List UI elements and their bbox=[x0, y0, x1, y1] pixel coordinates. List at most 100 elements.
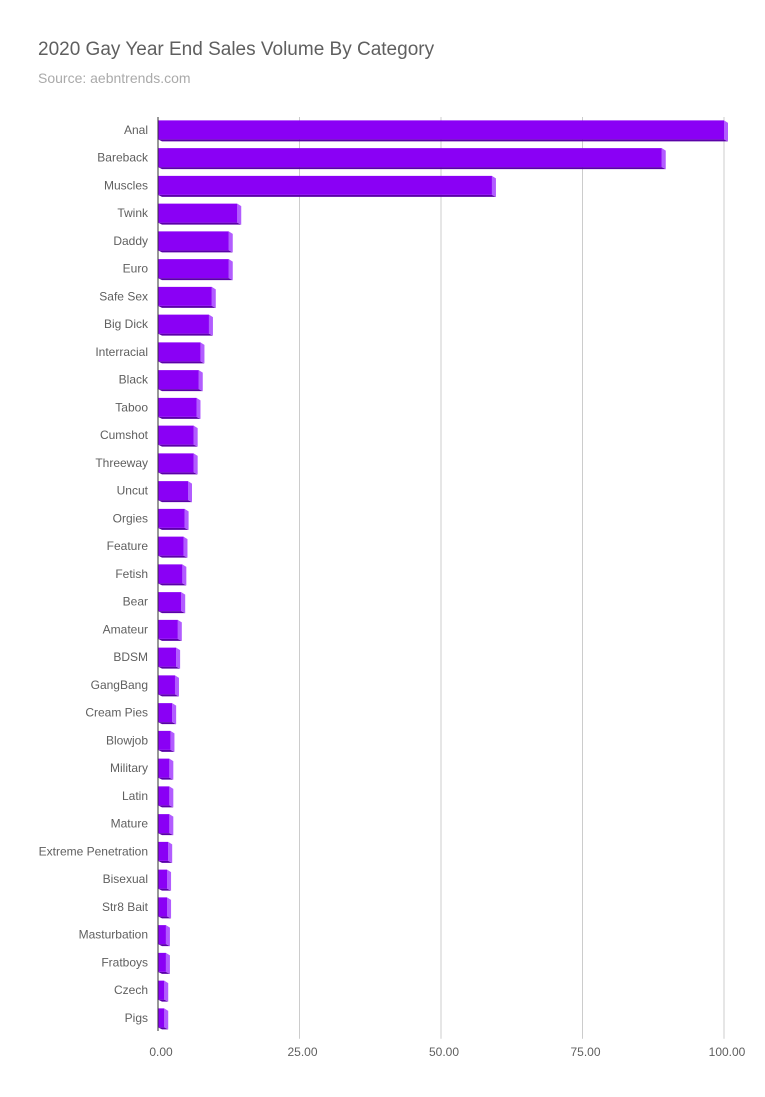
bar-side-face bbox=[168, 841, 173, 863]
category-label: Fratboys bbox=[101, 955, 148, 969]
bar-side-face bbox=[184, 508, 189, 530]
category-label: Bareback bbox=[97, 151, 149, 165]
bar-bareback bbox=[158, 148, 666, 170]
bar-bottom-face bbox=[158, 999, 169, 1002]
bar-side-face bbox=[661, 148, 666, 170]
bar-bottom-face bbox=[158, 361, 205, 364]
bar-orgies bbox=[158, 508, 189, 530]
bar-bottom-face bbox=[158, 555, 188, 558]
bar-blowjob bbox=[158, 730, 175, 752]
bar-bear bbox=[158, 592, 186, 614]
bar-front-face bbox=[158, 675, 175, 695]
bar-mature bbox=[158, 814, 174, 836]
category-label: Cream Pies bbox=[85, 706, 148, 720]
bar-bottom-face bbox=[158, 833, 174, 836]
bar-front-face bbox=[158, 120, 724, 140]
bar-front-face bbox=[158, 980, 165, 1000]
bar-bottom-face bbox=[158, 139, 728, 142]
bar-side-face bbox=[181, 592, 186, 614]
bar-side-face bbox=[169, 814, 174, 836]
bar-side-face bbox=[193, 425, 198, 447]
bar-side-face bbox=[237, 203, 242, 225]
bar-side-face bbox=[164, 1008, 169, 1030]
bar-feature bbox=[158, 536, 188, 558]
category-label: Interracial bbox=[95, 345, 148, 359]
bar-bottom-face bbox=[158, 278, 233, 281]
bar-bottom-face bbox=[158, 333, 213, 336]
bar-side-face bbox=[172, 703, 177, 725]
bar-bdsm bbox=[158, 647, 181, 669]
x-tick-label: 75.00 bbox=[570, 1045, 600, 1059]
bar-bottom-face bbox=[158, 666, 181, 669]
category-label: Safe Sex bbox=[99, 289, 148, 303]
category-label: Threeway bbox=[95, 456, 148, 470]
bar-front-face bbox=[158, 619, 178, 639]
category-label: Anal bbox=[124, 123, 148, 137]
bar-side-face bbox=[164, 980, 169, 1002]
bar-side-face bbox=[167, 869, 172, 891]
bar-front-face bbox=[158, 425, 194, 445]
bar-side-face bbox=[193, 453, 198, 475]
bar-amateur bbox=[158, 619, 182, 641]
bar-side-face bbox=[228, 231, 233, 253]
category-label: Euro bbox=[123, 262, 149, 276]
category-label: Cumshot bbox=[100, 428, 149, 442]
bar-bottom-face bbox=[158, 500, 192, 503]
bar-big-dick bbox=[158, 314, 213, 336]
bar-daddy bbox=[158, 231, 233, 253]
x-tick-label: 25.00 bbox=[287, 1045, 317, 1059]
category-label: BDSM bbox=[113, 650, 148, 664]
bar-front-face bbox=[158, 814, 170, 834]
category-label: Amateur bbox=[103, 622, 148, 636]
bar-bottom-face bbox=[158, 583, 187, 586]
bar-black bbox=[158, 370, 203, 392]
category-label: Big Dick bbox=[104, 317, 149, 331]
bar-front-face bbox=[158, 203, 238, 223]
bar-safe-sex bbox=[158, 286, 216, 308]
bar-front-face bbox=[158, 536, 184, 556]
bar-side-face bbox=[165, 952, 170, 974]
bar-czech bbox=[158, 980, 169, 1002]
bar-bottom-face bbox=[158, 638, 182, 641]
bar-side-face bbox=[169, 786, 174, 808]
bar-bottom-face bbox=[158, 749, 175, 752]
bar-side-face bbox=[198, 370, 203, 392]
bar-side-face bbox=[228, 259, 233, 281]
category-label: Masturbation bbox=[79, 928, 148, 942]
bar-bottom-face bbox=[158, 1027, 169, 1030]
bar-front-face bbox=[158, 481, 188, 501]
x-tick-label: 0.00 bbox=[149, 1045, 173, 1059]
bar-bottom-face bbox=[158, 805, 174, 808]
category-label: Feature bbox=[107, 539, 149, 553]
category-label: Mature bbox=[111, 817, 149, 831]
bar-gangbang bbox=[158, 675, 179, 697]
bar-bottom-face bbox=[158, 444, 198, 447]
bar-front-face bbox=[158, 231, 229, 251]
bar-side-face bbox=[183, 536, 188, 558]
bar-bottom-face bbox=[158, 305, 216, 308]
category-labels: Anal Bareback Muscles Twink Daddy Euro Safe Se… bbox=[39, 123, 149, 1025]
bar-bottom-face bbox=[158, 527, 189, 530]
category-label: Bisexual bbox=[103, 872, 148, 886]
bar-front-face bbox=[158, 259, 229, 279]
bar-interracial bbox=[158, 342, 205, 364]
bar-front-face bbox=[158, 786, 170, 806]
bar-front-face bbox=[158, 370, 199, 390]
bar-threeway bbox=[158, 453, 198, 475]
bar-front-face bbox=[158, 592, 182, 612]
category-label: GangBang bbox=[91, 678, 148, 692]
bar-bottom-face bbox=[158, 222, 242, 225]
category-label: Extreme Penetration bbox=[39, 844, 148, 858]
bar-side-face bbox=[196, 397, 201, 419]
bar-anal bbox=[158, 120, 728, 142]
category-label: Latin bbox=[122, 789, 148, 803]
category-label: Military bbox=[110, 761, 148, 775]
bar-bottom-face bbox=[158, 389, 203, 392]
bar-side-face bbox=[176, 647, 181, 669]
category-label: Str8 Bait bbox=[102, 900, 149, 914]
bar-side-face bbox=[167, 897, 172, 919]
bar-cumshot bbox=[158, 425, 198, 447]
category-label: Orgies bbox=[113, 511, 148, 525]
bars bbox=[158, 120, 728, 1030]
bar-military bbox=[158, 758, 174, 780]
